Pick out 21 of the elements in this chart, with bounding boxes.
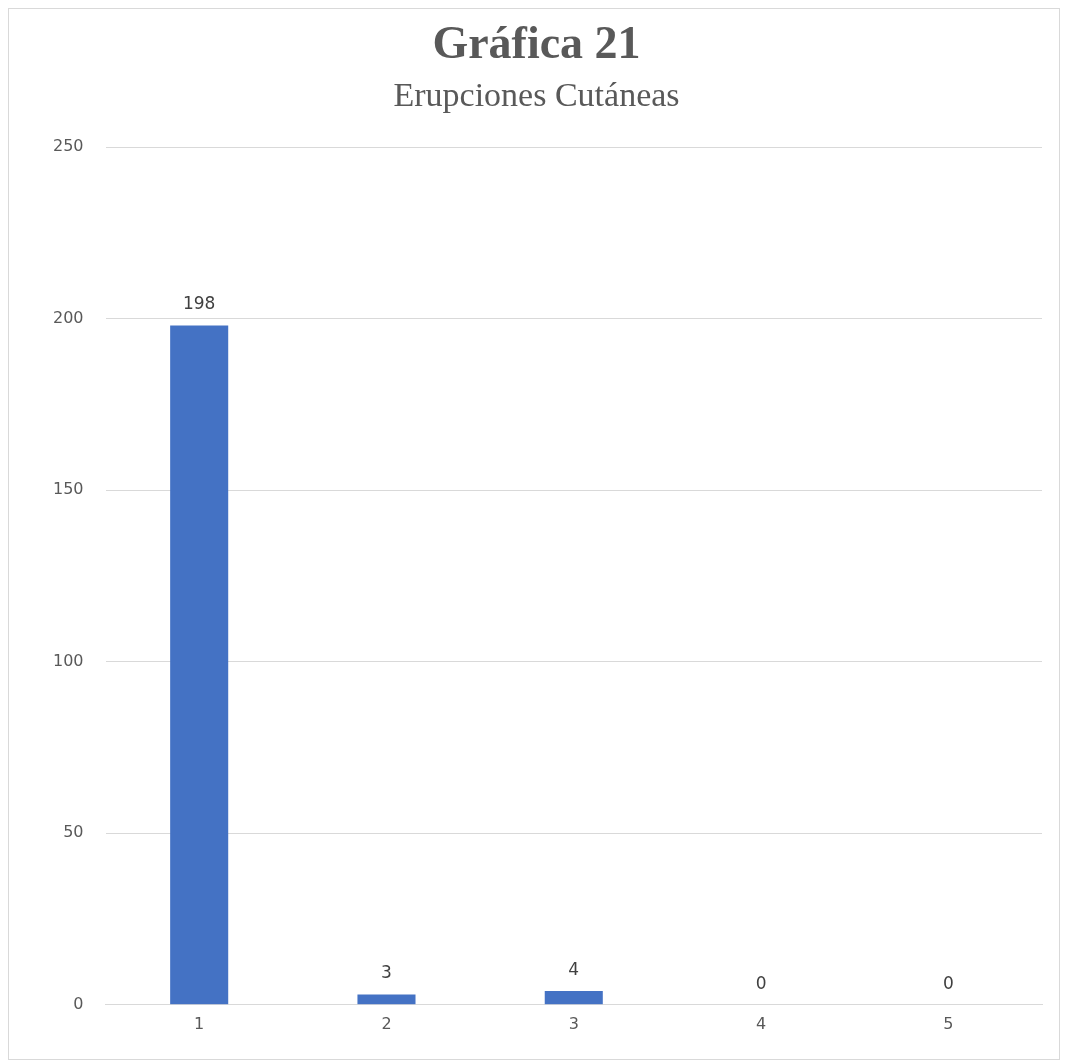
y-tick-label: 100: [52, 650, 84, 670]
chart-title: Gráfica 21: [432, 17, 641, 69]
chart-subtitle: Erupciones Cutáneas: [393, 75, 680, 113]
x-tick-label: 4: [755, 1013, 767, 1033]
bar: [544, 991, 603, 1005]
x-tick-label: 2: [381, 1013, 392, 1033]
y-tick-label: 150: [52, 479, 84, 499]
data-label: 3: [381, 962, 392, 983]
x-tick-label: 3: [568, 1013, 579, 1033]
bar: [357, 994, 416, 1005]
data-label: 0: [755, 972, 767, 993]
x-tick-label: 1: [194, 1013, 205, 1033]
y-tick-label: 0: [73, 993, 84, 1013]
x-tick-label: 5: [943, 1013, 954, 1033]
data-label: 0: [942, 972, 954, 993]
y-tick-label: 50: [63, 822, 84, 842]
data-label: 4: [568, 959, 580, 979]
y-tick-label: 200: [52, 307, 84, 327]
data-label: 198: [182, 293, 216, 314]
y-tick-label: 250: [52, 136, 84, 156]
bar: [170, 325, 229, 1005]
